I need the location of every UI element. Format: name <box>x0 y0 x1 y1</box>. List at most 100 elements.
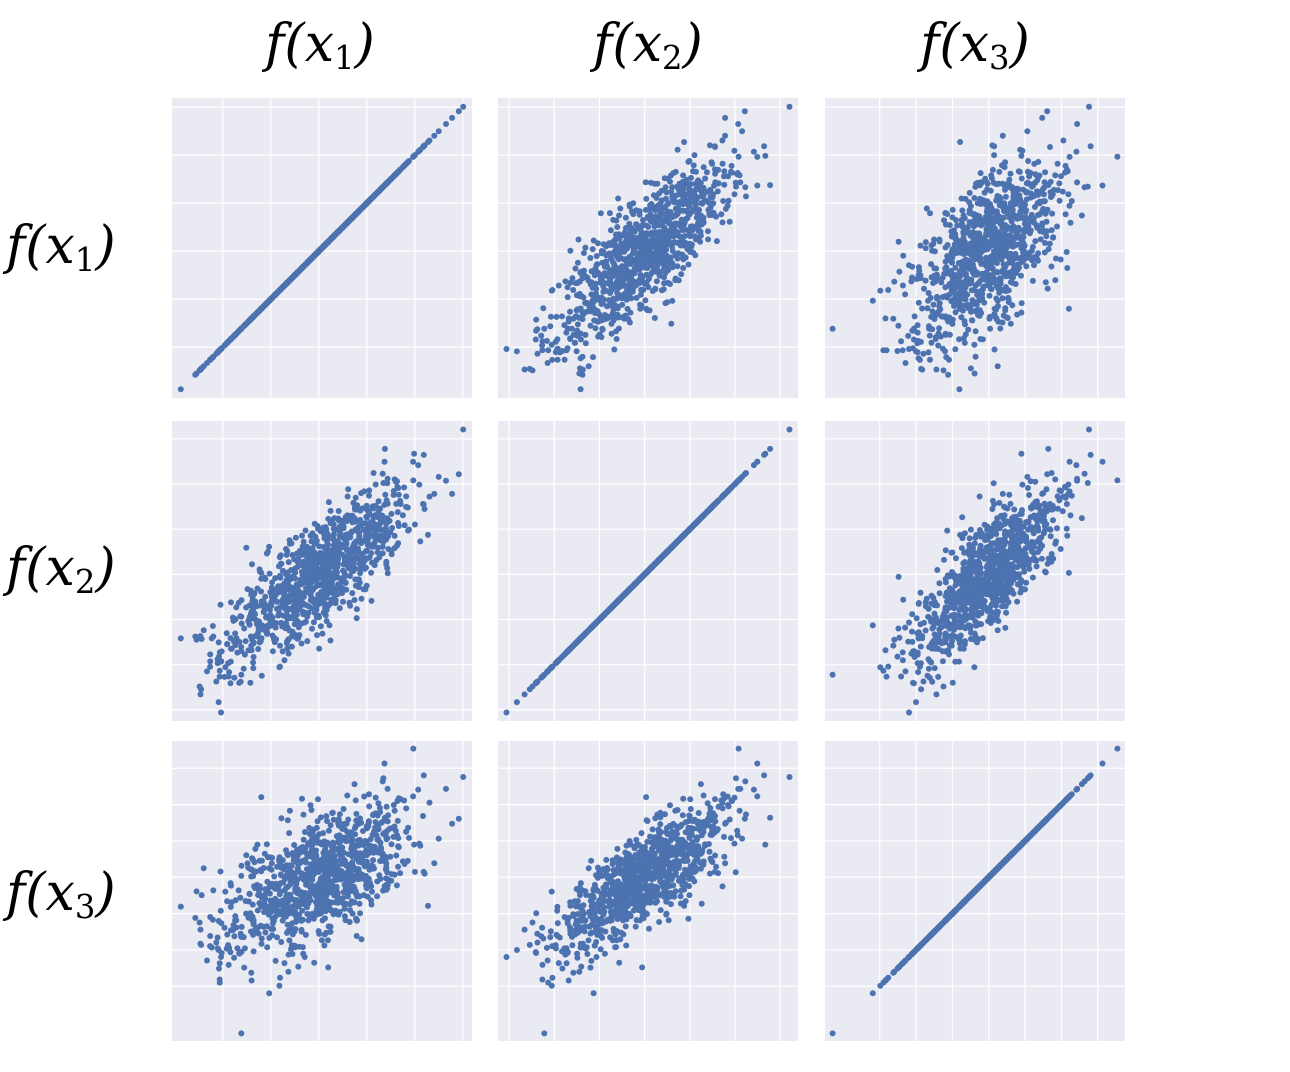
scatter-point <box>918 365 925 372</box>
scatter-point <box>959 246 966 253</box>
scatter-point <box>601 270 608 277</box>
scatter-point <box>346 556 353 563</box>
scatter-point <box>329 234 336 241</box>
scatter-point <box>1040 191 1047 198</box>
scatter-point <box>936 325 943 332</box>
scatter-point <box>713 238 720 245</box>
scatter-point <box>296 547 303 554</box>
scatter-point <box>963 229 970 236</box>
scatter-point <box>991 305 998 312</box>
scatter-point <box>651 180 658 187</box>
scatter-point <box>215 699 222 706</box>
scatter-point <box>616 280 623 286</box>
scatter-point <box>330 542 337 549</box>
scatter-point <box>606 240 612 247</box>
scatter-point <box>702 197 708 204</box>
scatter-point <box>1053 255 1059 262</box>
scatter-point <box>658 197 665 204</box>
scatter-point <box>406 526 412 533</box>
scatter-point <box>322 526 329 533</box>
scatter-point <box>534 678 541 685</box>
scatter-point <box>266 570 273 577</box>
scatter-point <box>347 534 354 541</box>
scatter-point <box>443 477 449 484</box>
scatter-point <box>700 185 707 192</box>
scatter-point <box>327 507 334 514</box>
scatter-point <box>906 262 912 269</box>
scatter-point <box>204 668 210 675</box>
scatter-point <box>1114 153 1121 160</box>
scatter-point <box>350 499 357 506</box>
scatter-point <box>343 540 350 547</box>
scatter-point <box>382 491 389 498</box>
scatter-point <box>207 658 214 665</box>
scatter-point <box>381 445 388 452</box>
scatter-point <box>266 607 273 613</box>
scatter-point <box>997 218 1004 225</box>
scatter-point <box>1017 197 1024 204</box>
scatter-point <box>646 307 653 314</box>
scatter-point <box>725 197 732 204</box>
scatter-point <box>653 278 660 285</box>
scatter-point <box>600 283 607 290</box>
scatter-point <box>970 247 977 254</box>
scatter-point <box>250 665 257 672</box>
scatter-point <box>896 268 903 275</box>
scatter-point <box>1002 186 1008 193</box>
scatter-point <box>680 172 687 179</box>
scatter-panel-r1-c1 <box>172 98 472 398</box>
scatter-point <box>949 250 956 256</box>
scatter-point <box>215 639 222 646</box>
scatter-point <box>330 587 337 594</box>
scatter-point <box>1039 114 1046 121</box>
scatter-point <box>415 462 422 469</box>
scatter-point <box>609 258 616 265</box>
scatter-point <box>549 356 556 363</box>
scatter-point <box>526 686 533 693</box>
scatter-point <box>572 265 579 272</box>
scatter-point <box>956 386 963 393</box>
scatter-point <box>627 261 634 267</box>
scatter-point <box>455 108 462 115</box>
scatter-point <box>627 283 634 290</box>
scatter-point <box>990 179 997 186</box>
scatter-point <box>690 198 697 205</box>
scatter-point <box>284 280 290 286</box>
scatter-point <box>728 162 735 169</box>
scatter-point <box>539 347 546 354</box>
scatter-point <box>359 505 366 512</box>
scatter-point <box>343 586 350 593</box>
scatter-point <box>987 325 994 332</box>
scatter-point <box>198 365 205 372</box>
scatter-point <box>591 272 598 279</box>
scatter-point <box>455 471 462 478</box>
scatter-point <box>620 256 627 263</box>
scatter-point <box>582 331 589 338</box>
scatter-point <box>304 638 311 645</box>
row-label-1: f(x1) <box>6 215 116 279</box>
scatter-point <box>322 590 329 597</box>
scatter-point <box>449 490 456 497</box>
scatter-point <box>538 332 545 339</box>
scatter-point <box>980 283 987 290</box>
scatter-point <box>333 526 340 533</box>
scatter-point <box>277 642 283 649</box>
scatter-point <box>631 243 638 250</box>
scatter-point <box>380 534 387 541</box>
scatter-point <box>733 183 739 190</box>
scatter-point <box>657 210 664 217</box>
scatter-point <box>711 182 718 189</box>
scatter-point <box>241 322 248 329</box>
scatter-point <box>739 128 746 135</box>
scatter-point <box>741 108 748 115</box>
scatter-point <box>952 309 959 316</box>
scatter-point <box>292 534 299 541</box>
scatter-point <box>1018 272 1024 279</box>
scatter-point <box>725 487 732 494</box>
scatter-point <box>633 255 640 262</box>
scatter-point <box>977 257 984 264</box>
scatter-point <box>890 315 897 322</box>
scatter-point <box>344 493 351 500</box>
scatter-point <box>754 182 761 189</box>
scatter-point <box>1032 204 1038 210</box>
